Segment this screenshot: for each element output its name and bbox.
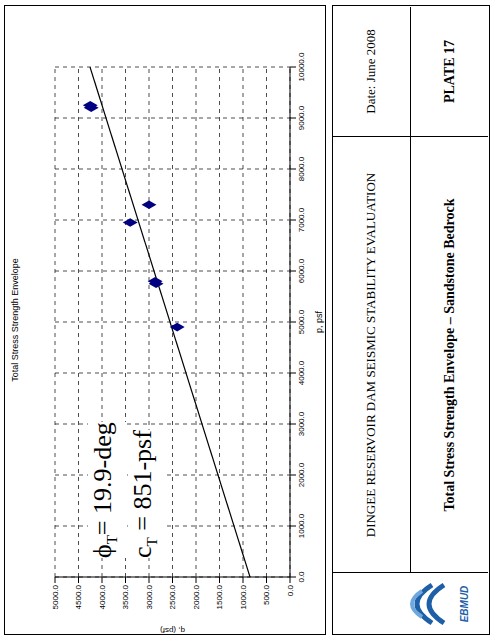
html-text:= 851-psf: = 851-psf	[128, 430, 157, 538]
svg-text:1000.0: 1000.0	[297, 513, 306, 538]
svg-text:3000.0: 3000.0	[297, 411, 306, 436]
svg-text:5000.0: 5000.0	[297, 309, 306, 334]
html-text:Total Stress Strength Envelope: Total Stress Strength Envelope	[10, 258, 20, 382]
svg-text:1500.0: 1500.0	[215, 584, 224, 609]
svg-text:8000.0: 8000.0	[297, 156, 306, 181]
svg-text:5000.0: 5000.0	[51, 584, 60, 609]
svg-text:0.0: 0.0	[286, 584, 295, 596]
svg-text:q, (psf): q, (psf)	[160, 626, 185, 635]
svg-text:p, psf: p, psf	[314, 310, 324, 333]
html-text:Date: June 2008: Date: June 2008	[363, 29, 378, 114]
svg-text:4000.0: 4000.0	[98, 584, 107, 609]
svg-text:3500.0: 3500.0	[121, 584, 130, 609]
svg-text:2500.0: 2500.0	[168, 584, 177, 609]
html-text:ϕ: ϕ	[88, 544, 117, 558]
svg-text:2000.0: 2000.0	[297, 462, 306, 487]
svg-text:0.0: 0.0	[297, 571, 306, 583]
svg-text:EBMUD: EBMUD	[459, 586, 470, 623]
svg-text:10000.0: 10000.0	[297, 52, 306, 81]
html-text:T: T	[104, 535, 121, 545]
html-text:= 19.9-deg: = 19.9-deg	[88, 422, 117, 536]
svg-text:7000.0: 7000.0	[297, 207, 306, 232]
svg-text:500.0: 500.0	[262, 584, 271, 605]
svg-text:4000.0: 4000.0	[297, 360, 306, 385]
svg-text:9000.0: 9000.0	[297, 105, 306, 130]
svg-text:2000.0: 2000.0	[192, 584, 201, 609]
svg-text:3000.0: 3000.0	[145, 584, 154, 609]
html-text:T: T	[144, 537, 161, 547]
svg-text:1000.0: 1000.0	[239, 584, 248, 609]
html-text:DINGEE RESERVOIR DAM SEISMIC S: DINGEE RESERVOIR DAM SEISMIC STABILITY E…	[363, 172, 378, 538]
html-text:PLATE 17: PLATE 17	[441, 39, 457, 104]
svg-text:4500.0: 4500.0	[74, 584, 83, 609]
html-text:Total Stress Strength Envelope: Total Stress Strength Envelope – Sandsto…	[441, 198, 457, 512]
svg-text:6000.0: 6000.0	[297, 258, 306, 283]
html-text:c: c	[128, 546, 157, 558]
